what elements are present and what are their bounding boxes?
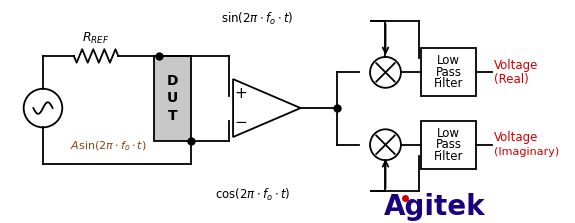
Text: $\sin(2\pi \cdot f_o \cdot t)$: $\sin(2\pi \cdot f_o \cdot t)$ [221, 11, 294, 27]
Text: Filter: Filter [434, 150, 463, 163]
Text: Filter: Filter [434, 77, 463, 91]
Text: −: − [235, 115, 247, 130]
Text: Voltage: Voltage [493, 132, 538, 145]
Text: Pass: Pass [436, 138, 462, 151]
Text: (Imaginary): (Imaginary) [493, 147, 559, 157]
Text: D
U
T: D U T [167, 74, 178, 123]
Text: +: + [235, 86, 247, 101]
Text: Voltage: Voltage [493, 59, 538, 72]
Text: Pass: Pass [436, 66, 462, 79]
Bar [421, 121, 476, 169]
Text: $R_{REF}$: $R_{REF}$ [82, 31, 110, 46]
Text: Agitek: Agitek [384, 193, 485, 221]
Text: $A\sin(2\pi \cdot f_o \cdot t)$: $A\sin(2\pi \cdot f_o \cdot t)$ [70, 140, 147, 153]
Text: Low: Low [437, 54, 460, 67]
Bar [154, 56, 190, 141]
Text: $\cos(2\pi \cdot f_o \cdot t)$: $\cos(2\pi \cdot f_o \cdot t)$ [214, 187, 290, 203]
Bar [421, 48, 476, 97]
Text: (Real): (Real) [493, 73, 528, 86]
Text: Low: Low [437, 127, 460, 140]
